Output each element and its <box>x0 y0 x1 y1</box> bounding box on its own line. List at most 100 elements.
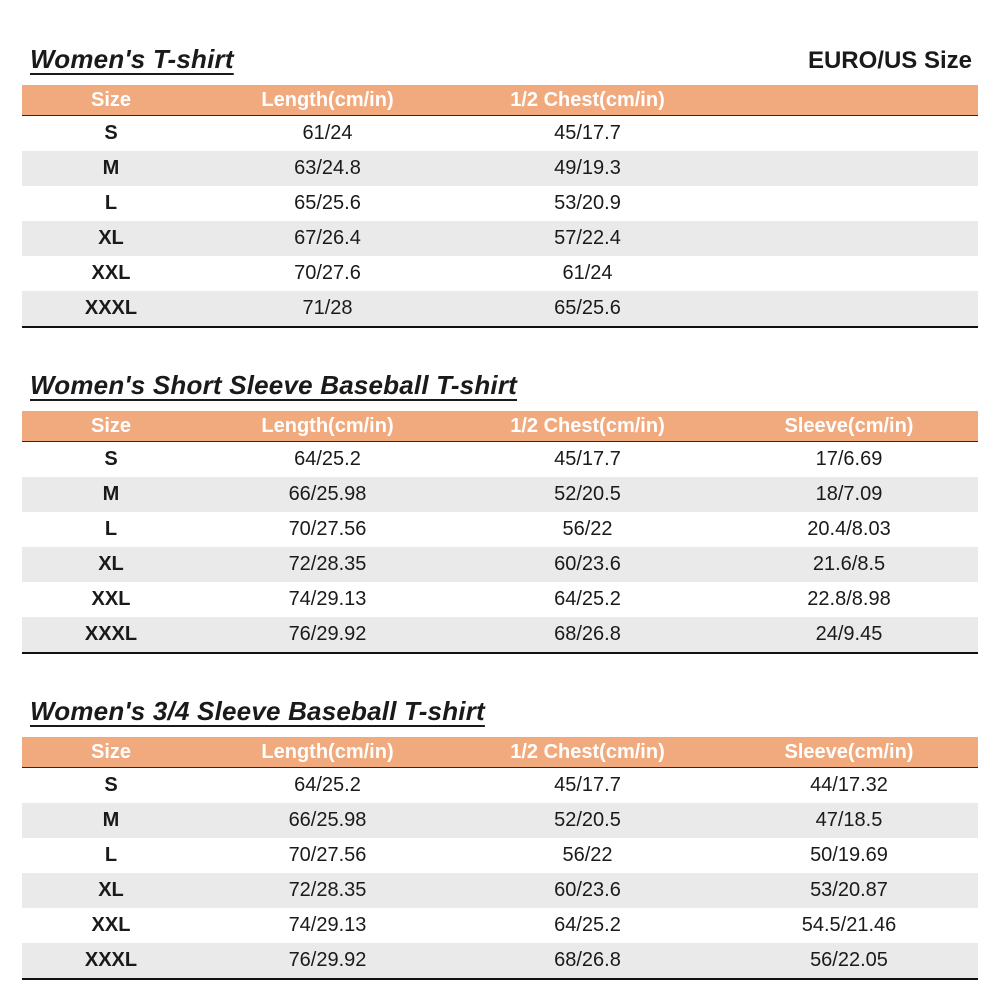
size-table-three-quarter-sleeve-baseball: Size Length(cm/in) 1/2 Chest(cm/in) Sleeve(… <box>22 737 978 980</box>
size-cell: XXXL <box>84 623 138 645</box>
value-cell: 63/24.8 <box>294 157 361 179</box>
table-row: XXXL 76/29.92 68/26.8 24/9.45 <box>22 617 978 652</box>
column-header: Length(cm/in) <box>261 740 394 763</box>
value-cell: 56/22 <box>562 518 613 540</box>
value-cell: 72/28.35 <box>288 553 367 575</box>
table-row: L 70/27.56 56/22 50/19.69 <box>22 838 978 873</box>
table-row: XL 72/28.35 60/23.6 53/20.87 <box>22 873 978 908</box>
value-cell: 45/17.7 <box>554 122 621 144</box>
value-cell: 45/17.7 <box>554 774 621 796</box>
section-title: Women's 3/4 Sleeve Baseball T-shirt <box>30 696 485 727</box>
column-header: Sleeve(cm/in) <box>784 414 914 437</box>
value-cell: 66/25.98 <box>288 809 367 831</box>
value-cell: 54.5/21.46 <box>801 914 897 936</box>
size-table-womens-tshirt: Size Length(cm/in) 1/2 Chest(cm/in) S 61/24… <box>22 85 978 328</box>
value-cell: 60/23.6 <box>554 553 621 575</box>
column-header: Length(cm/in) <box>261 88 394 111</box>
table-body: S 64/25.2 45/17.7 17/6.69 M 66/25.98 52/20.5 18… <box>22 442 978 652</box>
table-row: S 64/25.2 45/17.7 17/6.69 <box>22 442 978 477</box>
value-cell: 47/18.5 <box>815 809 883 831</box>
size-cell: S <box>104 122 118 144</box>
table-row: L 65/25.6 53/20.9 <box>22 186 978 221</box>
table-body: S 61/24 45/17.7 M 63/24.8 49/19.3 L 65/25.6 53/2… <box>22 116 978 326</box>
value-cell: 17/6.69 <box>815 448 883 470</box>
table-header-row: Size Length(cm/in) 1/2 Chest(cm/in) Sleeve(… <box>22 411 978 442</box>
value-cell: 52/20.5 <box>554 483 621 505</box>
value-cell: 49/19.3 <box>554 157 621 179</box>
column-header: 1/2 Chest(cm/in) <box>510 414 665 437</box>
column-header: 1/2 Chest(cm/in) <box>510 740 665 763</box>
value-cell: 44/17.32 <box>810 774 888 796</box>
value-cell: 66/25.98 <box>288 483 367 505</box>
value-cell: 74/29.13 <box>288 914 367 936</box>
value-cell: 70/27.56 <box>288 844 367 866</box>
value-cell: 61/24 <box>302 122 353 144</box>
size-cell: XXXL <box>84 949 138 971</box>
table-body: S 64/25.2 45/17.7 44/17.32 M 66/25.98 52/20.5 4… <box>22 768 978 978</box>
size-cell: XXL <box>91 914 131 936</box>
section-title: Women's Short Sleeve Baseball T-shirt <box>30 370 517 401</box>
value-cell: 56/22 <box>562 844 613 866</box>
section-womens-tshirt: Women's T-shirt EURO/US Size Size Length(… <box>22 44 978 328</box>
table-row: XXL 70/27.6 61/24 <box>22 256 978 291</box>
table-row: XL 67/26.4 57/22.4 <box>22 221 978 256</box>
table-row: XL 72/28.35 60/23.6 21.6/8.5 <box>22 547 978 582</box>
value-cell: 65/25.6 <box>294 192 361 214</box>
size-cell: M <box>102 157 120 179</box>
value-cell: 56/22.05 <box>810 949 888 971</box>
value-cell: 52/20.5 <box>554 809 621 831</box>
value-cell: 50/19.69 <box>810 844 888 866</box>
value-cell: 64/25.2 <box>554 914 621 936</box>
value-cell: 65/25.6 <box>554 297 621 319</box>
section-header: Women's 3/4 Sleeve Baseball T-shirt <box>30 696 972 727</box>
value-cell: 24/9.45 <box>815 623 883 645</box>
table-row: S 61/24 45/17.7 <box>22 116 978 151</box>
table-row: M 66/25.98 52/20.5 18/7.09 <box>22 477 978 512</box>
size-cell: S <box>104 448 118 470</box>
size-cell: XXL <box>91 262 131 284</box>
size-cell: L <box>104 518 118 540</box>
size-cell: M <box>102 483 120 505</box>
section-three-quarter-sleeve-baseball: Women's 3/4 Sleeve Baseball T-shirt Size… <box>22 696 978 980</box>
size-cell: L <box>104 844 118 866</box>
value-cell: 21.6/8.5 <box>812 553 886 575</box>
section-title-text: Women's 3/4 Sleeve Baseball T-shirt <box>30 696 485 726</box>
value-cell: 64/25.2 <box>294 774 361 796</box>
size-cell: XXXL <box>84 297 138 319</box>
value-cell: 64/25.2 <box>554 588 621 610</box>
value-cell: 76/29.92 <box>288 949 367 971</box>
value-cell: 53/20.9 <box>554 192 621 214</box>
table-header-row: Size Length(cm/in) 1/2 Chest(cm/in) <box>22 85 978 116</box>
value-cell: 64/25.2 <box>294 448 361 470</box>
table-header-row: Size Length(cm/in) 1/2 Chest(cm/in) Sleeve(… <box>22 737 978 768</box>
table-row: XXL 74/29.13 64/25.2 22.8/8.98 <box>22 582 978 617</box>
size-cell: XL <box>98 553 124 575</box>
size-cell: XXL <box>91 588 131 610</box>
size-cell: S <box>104 774 118 796</box>
value-cell: 70/27.56 <box>288 518 367 540</box>
column-header: Size <box>90 414 132 437</box>
value-cell: 60/23.6 <box>554 879 621 901</box>
section-header: Women's Short Sleeve Baseball T-shirt <box>30 370 972 401</box>
table-row: M 63/24.8 49/19.3 <box>22 151 978 186</box>
size-table-short-sleeve-baseball: Size Length(cm/in) 1/2 Chest(cm/in) Sleeve(… <box>22 411 978 654</box>
value-cell: 72/28.35 <box>288 879 367 901</box>
table-row: M 66/25.98 52/20.5 47/18.5 <box>22 803 978 838</box>
value-cell: 76/29.92 <box>288 623 367 645</box>
value-cell: 74/29.13 <box>288 588 367 610</box>
size-cell: XL <box>98 879 124 901</box>
value-cell: 53/20.87 <box>810 879 888 901</box>
table-row: XXXL 71/28 65/25.6 <box>22 291 978 326</box>
section-title: Women's T-shirt <box>30 44 234 75</box>
size-cell: XL <box>98 227 124 249</box>
table-row: XXXL 76/29.92 68/26.8 56/22.05 <box>22 943 978 978</box>
table-row: XXL 74/29.13 64/25.2 54.5/21.46 <box>22 908 978 943</box>
column-header: Sleeve(cm/in) <box>784 740 914 763</box>
section-title-text: Women's Short Sleeve Baseball T-shirt <box>30 370 518 400</box>
value-cell: 61/24 <box>562 262 613 284</box>
section-title-text: Women's T-shirt <box>30 44 234 74</box>
value-cell: 68/26.8 <box>554 949 621 971</box>
value-cell: 45/17.7 <box>554 448 621 470</box>
table-row: S 64/25.2 45/17.7 44/17.32 <box>22 768 978 803</box>
